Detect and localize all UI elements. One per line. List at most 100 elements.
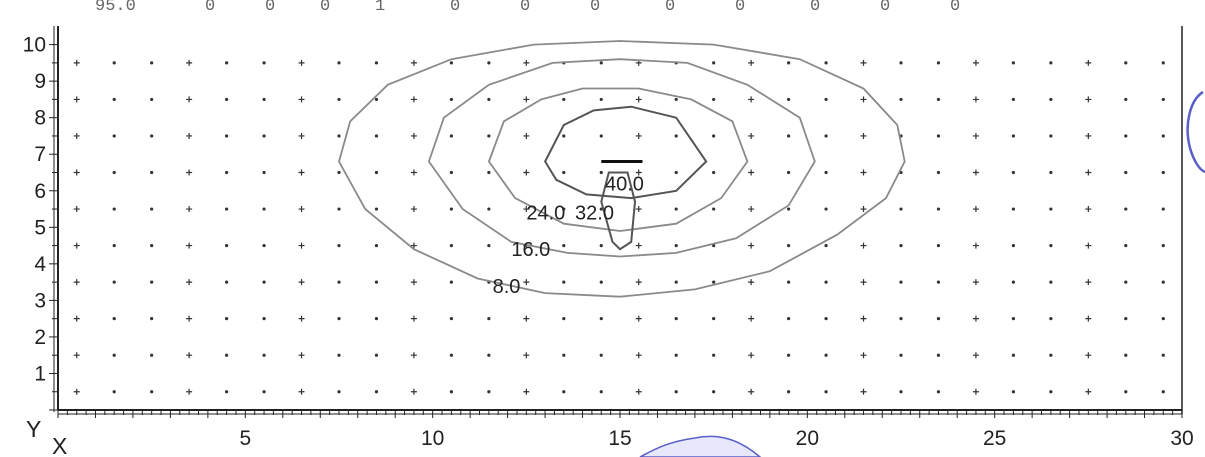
grid-point [337,97,341,102]
grid-point [936,390,941,394]
grid-point [860,388,867,395]
grid-point [374,243,379,248]
grid-point [73,59,80,66]
grid-point [972,206,979,213]
top-row-value: 0 [880,0,890,16]
grid-point [1161,207,1165,211]
grid-point [787,207,791,211]
grid-point [112,134,116,138]
grid-point [899,97,903,102]
grid-point [599,134,603,138]
grid-point [562,317,566,321]
grid-point [1124,390,1128,394]
grid-point [225,207,229,211]
grid-point [449,243,453,248]
grid-point [635,388,642,395]
contour-line [543,105,708,200]
grid-point [972,132,979,139]
grid-point [1161,353,1165,357]
grid-point [225,353,229,357]
grid-point [899,61,903,65]
y-tick-label: 5 [34,216,46,239]
grid-point [972,279,979,286]
grid-point [225,390,229,394]
contour-line [338,40,906,298]
grid-point [635,206,642,213]
grid-point [824,134,828,138]
grid-point [1161,170,1165,175]
grid-point [73,279,80,286]
grid-point [337,390,341,394]
grid-point [562,134,566,138]
grid-point [186,279,193,286]
grid-point [972,59,979,66]
top-row-value: 0 [265,0,275,16]
grid-point [599,61,603,65]
grid-point [1049,97,1053,102]
grid-point [1124,61,1128,65]
grid-point [824,390,828,394]
grid-point [523,388,530,395]
grid-point [225,170,229,175]
grid-point [523,59,530,66]
grid-point [1161,61,1165,65]
grid-point [972,96,979,103]
grid-point [112,207,116,211]
contour-label: 8.0 [493,276,521,298]
grid-point [899,317,903,321]
grid-point [674,134,678,138]
grid-point [150,207,154,211]
grid-point [860,59,867,66]
grid-point [1011,207,1016,211]
grid-point [410,96,417,103]
grid-point [860,352,867,359]
grid-point [186,242,193,249]
grid-point [337,280,341,284]
grid-point [298,388,305,395]
grid-point [1049,134,1053,138]
grid-point [298,242,305,249]
grid-point [150,280,154,284]
y-tick-label: 2 [34,326,46,349]
grid-point [186,315,193,322]
grid-point [635,169,642,176]
grid-point [410,132,417,139]
grid-point [449,280,453,284]
grid-point [374,61,379,65]
grid-point [674,353,678,357]
grid-point [824,61,828,65]
grid-point [860,279,867,286]
grid-point [1049,207,1053,211]
x-tick-label: 25 [983,427,1006,450]
grid-point [1085,388,1092,395]
top-row-value: 0 [810,0,820,16]
y-tick-label: 7 [34,143,46,166]
grid-point [748,169,755,176]
grid-point [936,317,941,321]
contour-label: 40.0 [605,173,644,195]
grid-point [337,353,341,357]
grid-point [225,317,229,321]
grid-point [449,170,453,175]
grid-point [523,352,530,359]
grid-point [73,206,80,213]
grid-point [73,132,80,139]
grid-point [860,206,867,213]
grid-point [824,207,828,211]
grid-point [936,61,941,65]
grid-point [487,317,491,321]
grid-point [1161,134,1165,138]
grid-point [410,352,417,359]
top-row-value: 1 [375,0,385,16]
grid-point [1049,390,1053,394]
grid-point [712,317,716,321]
grid-point [748,315,755,322]
grid-point [635,242,642,249]
grid-point [1011,97,1016,102]
grid-point [599,207,603,211]
grid-point [150,97,154,102]
grid-point [225,243,229,248]
grid-point [1011,280,1016,284]
grid-point [936,280,941,284]
grid-point [487,97,491,102]
